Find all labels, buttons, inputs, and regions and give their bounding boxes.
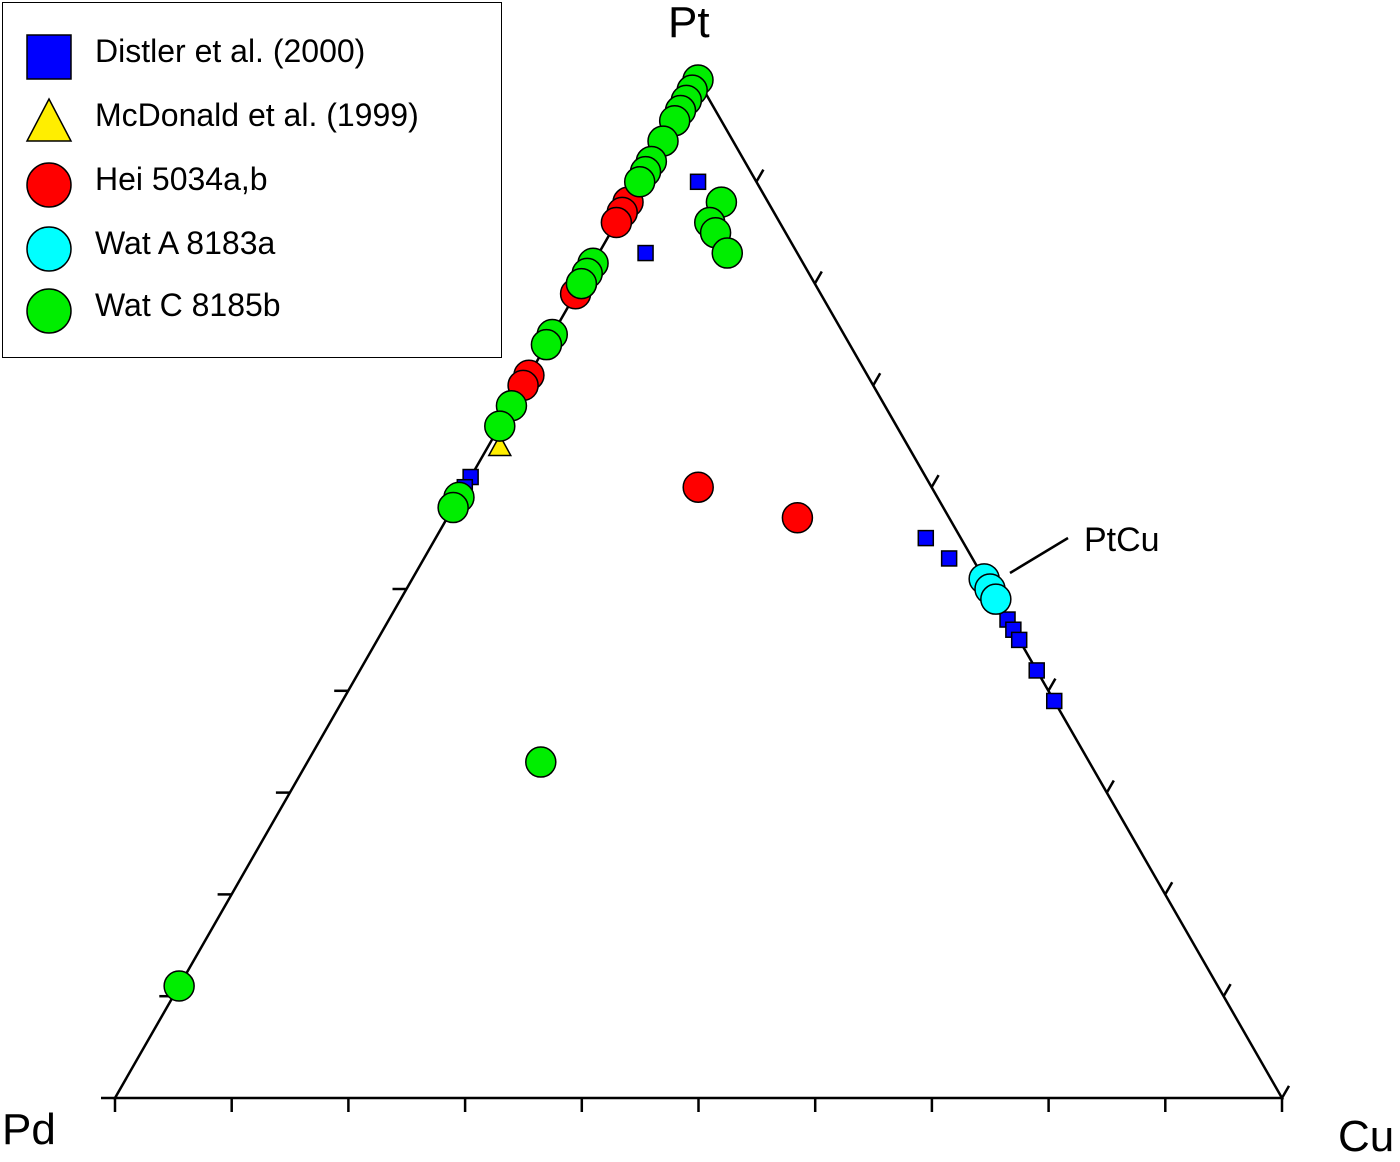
data-point-hei-5034a-b: [682, 471, 714, 503]
data-point-distler-et-al-2000: [940, 550, 958, 567]
data-point-wat-c-8185b: [623, 166, 656, 198]
tick-mark-right: [1105, 779, 1115, 794]
legend-swatch-distler: [26, 34, 72, 80]
legend-label-wat-a: Wat A 8183a: [95, 225, 276, 261]
circle-marker-icon: [26, 288, 72, 334]
legend: Distler et al. (2000) McDonald et al. (1…: [2, 2, 502, 358]
legend-item-distler: Distler et al. (2000): [3, 23, 503, 83]
tick-mark-right: [1222, 983, 1232, 997]
data-point-wat-c-8185b: [484, 410, 516, 442]
legend-swatch-hei: [26, 162, 72, 208]
data-point-distler-et-al-2000: [1010, 631, 1028, 649]
data-point-distler-et-al-2000: [1045, 692, 1063, 710]
legend-swatch-mcdonald: [25, 97, 73, 142]
circle-marker-icon: [26, 226, 72, 272]
vertex-label-pd: Pd: [2, 1105, 56, 1154]
legend-swatch-wat-a: [26, 226, 72, 272]
tick-mark-right: [1164, 881, 1174, 896]
data-point-hei-5034a-b: [781, 501, 814, 534]
legend-item-mcdonald: McDonald et al. (1999): [3, 87, 503, 147]
tick-mark-right: [1280, 1085, 1291, 1099]
data-points: [163, 64, 1063, 1002]
tick-mark-right: [872, 372, 882, 387]
data-point-distler-et-al-2000: [1028, 662, 1045, 679]
legend-item-hei: Hei 5034a,b: [3, 151, 503, 211]
legend-item-wat-a: Wat A 8183a: [3, 215, 503, 275]
vertex-label-cu: Cu: [1338, 1112, 1395, 1161]
data-point-wat-c-8185b: [530, 328, 563, 361]
legend-label-mcdonald: McDonald et al. (1999): [95, 97, 419, 133]
legend-label-hei: Hei 5034a,b: [95, 161, 268, 197]
data-point-wat-c-8185b: [525, 746, 557, 778]
circle-marker-icon: [26, 162, 72, 208]
tick-mark-right: [1047, 678, 1057, 692]
data-point-distler-et-al-2000: [637, 244, 654, 262]
data-point-distler-et-al-2000: [689, 173, 707, 191]
square-marker-icon: [26, 34, 72, 80]
legend-label-wat-c: Wat C 8185b: [95, 287, 281, 323]
vertex-label-pt: Pt: [668, 0, 710, 47]
data-point-mcdonald-et-al-1999: [487, 433, 513, 457]
tick-mark-right: [930, 474, 940, 488]
triangle-marker-icon: [25, 97, 73, 142]
data-point-wat-c-8185b: [163, 970, 195, 1002]
data-point-wat-c-8185b: [437, 491, 469, 524]
data-point-wat-c-8185b: [565, 267, 598, 300]
data-point-wat-a-8183a: [980, 583, 1012, 615]
legend-item-wat-c: Wat C 8185b: [3, 277, 503, 337]
legend-swatch-wat-c: [26, 288, 72, 334]
data-point-distler-et-al-2000: [917, 529, 935, 547]
legend-label-distler: Distler et al. (2000): [95, 33, 366, 69]
data-point-wat-c-8185b: [711, 237, 744, 269]
ptcu-annotation: PtCu: [1084, 521, 1160, 559]
ptcu-annotation-line: [1009, 536, 1069, 575]
tick-mark-right: [755, 169, 765, 183]
data-point-hei-5034a-b: [600, 206, 633, 239]
tick-mark-right: [813, 270, 823, 285]
